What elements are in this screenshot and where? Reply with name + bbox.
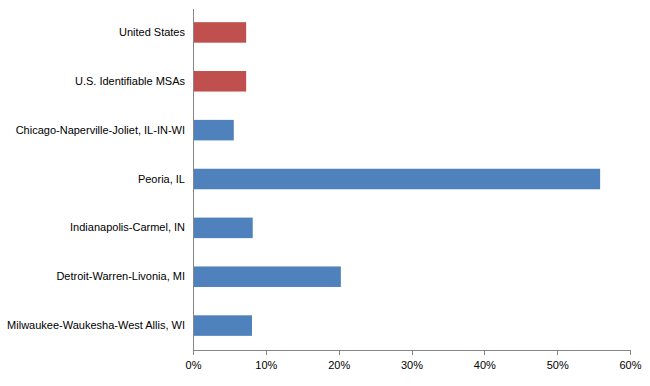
category-label: United States bbox=[119, 26, 186, 38]
chart-container: 0% 10% 20% 30% 40% 50% 60% United States U.S. Id… bbox=[0, 0, 650, 386]
y-axis-line bbox=[193, 9, 194, 351]
y-tick: Peoria, IL bbox=[138, 173, 193, 185]
bar bbox=[193, 120, 234, 141]
x-tick: 30% bbox=[401, 350, 423, 371]
x-tick-label: 0% bbox=[186, 359, 202, 371]
bar bbox=[193, 169, 600, 190]
x-tick: 50% bbox=[547, 350, 569, 371]
x-tick-label: 30% bbox=[401, 359, 423, 371]
chart-svg: 0% 10% 20% 30% 40% 50% 60% United States U.S. Id… bbox=[0, 0, 650, 386]
x-tick: 10% bbox=[255, 350, 277, 371]
x-tick: 0% bbox=[186, 350, 202, 371]
y-axis: United States U.S. Identifiable MSAs Chica… bbox=[7, 9, 193, 351]
x-tick-mark bbox=[484, 350, 485, 355]
category-label: Milwaukee-Waukesha-West Allis, WI bbox=[7, 319, 185, 331]
y-tick: Chicago-Naperville-Joliet, IL-IN-WI bbox=[16, 124, 193, 136]
x-axis: 0% 10% 20% 30% 40% 50% 60% bbox=[186, 350, 642, 371]
bar bbox=[193, 71, 246, 92]
bar bbox=[193, 22, 246, 43]
y-tick: United States bbox=[119, 26, 193, 38]
x-tick-label: 20% bbox=[328, 359, 350, 371]
x-tick-mark bbox=[339, 350, 340, 355]
x-tick: 40% bbox=[474, 350, 496, 371]
x-tick-mark bbox=[557, 350, 558, 355]
category-label: Chicago-Naperville-Joliet, IL-IN-WI bbox=[16, 124, 185, 136]
x-tick-mark bbox=[193, 350, 194, 355]
y-tick: U.S. Identifiable MSAs bbox=[75, 75, 193, 87]
y-tick: Detroit-Warren-Livonia, MI bbox=[56, 270, 193, 282]
x-tick: 60% bbox=[619, 350, 641, 371]
x-tick-label: 50% bbox=[547, 359, 569, 371]
category-label: Indianapolis-Carmel, IN bbox=[70, 221, 185, 233]
x-tick-label: 40% bbox=[474, 359, 496, 371]
bar bbox=[193, 315, 252, 336]
category-label: Detroit-Warren-Livonia, MI bbox=[56, 270, 185, 282]
plot-area: 0% 10% 20% 30% 40% 50% 60% United States U.S. Id… bbox=[7, 9, 642, 371]
y-tick: Indianapolis-Carmel, IN bbox=[70, 221, 193, 233]
category-label: U.S. Identifiable MSAs bbox=[75, 75, 186, 87]
x-tick-mark bbox=[412, 350, 413, 355]
x-tick: 20% bbox=[328, 350, 350, 371]
y-tick: Milwaukee-Waukesha-West Allis, WI bbox=[7, 319, 193, 331]
x-tick-label: 10% bbox=[255, 359, 277, 371]
bar bbox=[193, 266, 341, 287]
x-tick-mark bbox=[266, 350, 267, 355]
category-label: Peoria, IL bbox=[138, 173, 185, 185]
x-tick-label: 60% bbox=[619, 359, 641, 371]
bar bbox=[193, 218, 253, 239]
bars bbox=[193, 22, 600, 336]
x-tick-mark bbox=[630, 350, 631, 355]
